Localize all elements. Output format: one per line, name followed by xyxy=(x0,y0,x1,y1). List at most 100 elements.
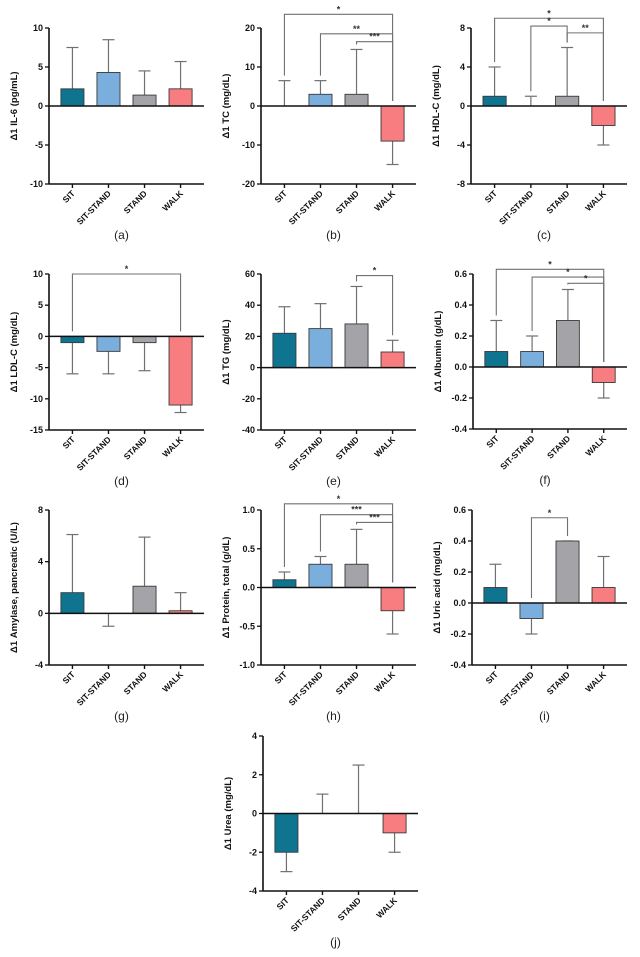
significance-label: * xyxy=(548,259,552,269)
category-label: SIT-STAND xyxy=(289,895,327,933)
category-label: STAND xyxy=(122,434,149,461)
panel-letter: (f) xyxy=(539,473,550,487)
category-label: SIT-STAND xyxy=(497,188,535,226)
y-axis-label: Δ1 Albumin (g/dL) xyxy=(433,311,444,393)
significance-label: * xyxy=(547,8,551,18)
bar-sit xyxy=(272,579,297,588)
panel-letter: (h) xyxy=(326,709,341,723)
bar-walk xyxy=(591,366,616,383)
category-label: WALK xyxy=(372,669,397,694)
panel-d: 10 5 0 -5 -10 -15 Δ1 LDL-C (mg/dL) SITSIT-STAND… xyxy=(9,264,204,488)
y-tick-label: -1.0 xyxy=(239,660,255,670)
bar-walk xyxy=(380,105,405,142)
significance-label: * xyxy=(125,264,129,274)
bar-sit xyxy=(483,587,508,604)
y-tick-label: 10 xyxy=(33,269,43,279)
y-tick-label: 60 xyxy=(245,269,255,279)
category-label: STAND xyxy=(334,188,361,215)
significance-bracket xyxy=(71,273,182,332)
bar-walk xyxy=(380,351,405,369)
significance-bracket xyxy=(355,41,394,101)
panel-letter: (d) xyxy=(114,474,129,488)
significance-label: *** xyxy=(351,505,362,515)
y-axis-label: Δ1 Uric acid (mg/dL) xyxy=(432,541,443,633)
significance-label: * xyxy=(373,266,377,276)
bar-sit xyxy=(482,95,507,107)
y-tick-label: 0.0 xyxy=(454,362,467,372)
bar-sit xyxy=(274,813,299,853)
y-tick-label: 4 xyxy=(252,731,257,741)
significance-bracket xyxy=(283,13,394,101)
category-label: SIT-STAND xyxy=(287,188,325,226)
y-axis-label: Δ1 Urea (mg/dL) xyxy=(223,777,234,850)
category-label: WALK xyxy=(160,188,185,213)
y-tick-label: -0.2 xyxy=(451,393,467,403)
panel-letter: (c) xyxy=(537,228,551,242)
bar-stand xyxy=(132,585,157,614)
category-label: SIT xyxy=(60,434,77,451)
y-tick-label: 0.4 xyxy=(454,300,467,310)
category-label: WALK xyxy=(583,433,608,458)
y-axis-label: Δ1 Amylase, pancreatic (U/L) xyxy=(9,522,20,653)
category-label: SIT xyxy=(272,434,289,451)
category-label: SIT xyxy=(483,188,500,205)
category-label: STAND xyxy=(545,669,572,696)
bar-sit-stand xyxy=(96,335,121,352)
significance-label: * xyxy=(584,273,588,283)
category-label: STAND xyxy=(545,433,572,460)
y-tick-label: 4 xyxy=(38,557,43,567)
y-tick-label: -40 xyxy=(242,425,255,435)
panel-i: 0.6 0.4 0.2 0.0 -0.2 -0.4 Δ1 Uric acid (mg/dL)… xyxy=(432,505,627,723)
y-tick-label: -10 xyxy=(30,394,43,404)
bar-sit-stand xyxy=(96,72,121,107)
y-tick-label: -0.2 xyxy=(450,629,466,639)
significance-bracket xyxy=(566,32,604,101)
y-tick-label: 20 xyxy=(245,331,255,341)
significance-label: *** xyxy=(369,512,380,522)
bar-stand xyxy=(555,540,580,604)
bar-sit-stand xyxy=(308,328,333,369)
category-label: STAND xyxy=(544,188,571,215)
y-tick-label: -10 xyxy=(30,179,43,189)
y-tick-label: -5 xyxy=(35,140,43,150)
y-tick-label: 0.5 xyxy=(242,544,255,554)
bar-sit-stand xyxy=(520,351,545,368)
significance-label: ** xyxy=(582,23,590,33)
bar-sit-stand xyxy=(519,602,544,619)
bar-walk xyxy=(382,813,407,834)
significance-label: * xyxy=(548,508,552,518)
panel-letter: (e) xyxy=(326,474,341,488)
panel-letter: (j) xyxy=(330,935,341,949)
category-label: STAND xyxy=(334,434,361,461)
category-label: SIT xyxy=(274,895,291,912)
y-tick-label: 20 xyxy=(245,23,255,33)
y-tick-label: 0.0 xyxy=(242,583,255,593)
significance-bracket xyxy=(567,282,605,362)
bar-sit xyxy=(272,332,297,369)
y-tick-label: 0.6 xyxy=(453,505,466,515)
bar-stand xyxy=(132,335,157,344)
category-label: WALK xyxy=(583,669,608,694)
y-tick-label: 0.0 xyxy=(453,598,466,608)
y-tick-label: 40 xyxy=(245,300,255,310)
y-tick-label: 8 xyxy=(460,23,465,33)
y-tick-label: 0.2 xyxy=(454,331,467,341)
y-tick-label: -0.4 xyxy=(450,660,466,670)
panel-g: 8 4 0 -4 Δ1 Amylase, pancreatic (U/L) SITSIT-… xyxy=(9,505,204,723)
y-tick-label: -8 xyxy=(457,179,465,189)
y-tick-label: 4 xyxy=(460,62,465,72)
y-tick-label: -10 xyxy=(242,140,255,150)
category-label: STAND xyxy=(122,669,149,696)
category-label: WALK xyxy=(374,895,399,920)
y-axis-label: Δ1 Protein, total (g/dL) xyxy=(221,537,232,639)
y-axis-label: Δ1 TG (mg/dL) xyxy=(221,319,232,384)
y-tick-label: -5 xyxy=(35,363,43,373)
category-label: SIT-STAND xyxy=(287,434,325,472)
category-label: STAND xyxy=(334,669,361,696)
category-label: SIT-STAND xyxy=(498,433,536,471)
y-tick-label: -4 xyxy=(457,140,465,150)
